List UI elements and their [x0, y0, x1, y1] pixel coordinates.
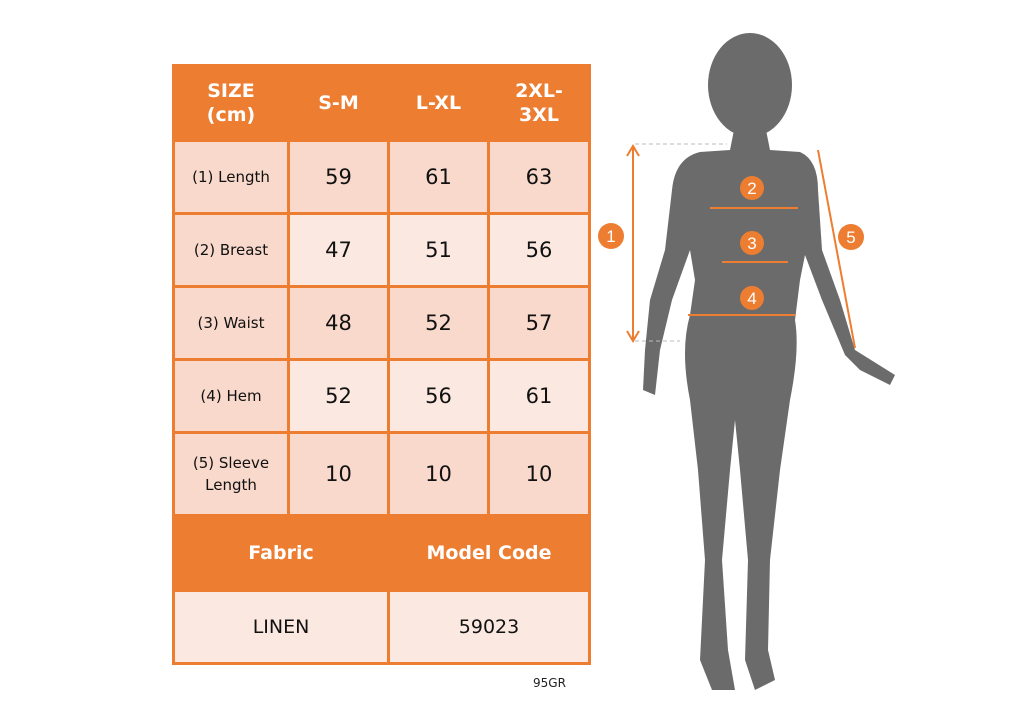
measurement-lines: [626, 144, 856, 349]
cell: 10: [387, 431, 490, 517]
marker-badges: [598, 176, 864, 310]
footer-value-row: LINEN 59023: [172, 589, 591, 665]
row-label: (5) Sleeve Length: [172, 431, 290, 517]
marker-4: 4: [747, 289, 756, 308]
cell: 61: [387, 139, 490, 215]
row-label: (1) Length: [172, 139, 290, 215]
cell: 47: [287, 212, 390, 288]
row-label: (3) Waist: [172, 285, 290, 361]
fabric-value: LINEN: [172, 589, 390, 665]
body-silhouette-figure: 1 2 3 4 5: [598, 33, 895, 690]
cell: 61: [487, 358, 591, 434]
marker-3: 3: [747, 234, 756, 253]
product-code: 95GR: [533, 676, 566, 690]
row-label: (2) Breast: [172, 212, 290, 288]
cell: 57: [487, 285, 591, 361]
marker-2: 2: [747, 179, 756, 198]
table-row: (5) Sleeve Length 10 10 10: [172, 431, 591, 517]
cell: 51: [387, 212, 490, 288]
model-code-header: Model Code: [387, 514, 591, 592]
cell: 56: [387, 358, 490, 434]
header-size: SIZE (cm): [172, 64, 290, 142]
fabric-header: Fabric: [172, 514, 390, 592]
guide-lines: [635, 143, 727, 342]
table-row: (1) Length 59 61 63: [172, 139, 591, 215]
silhouette-icon: [643, 33, 895, 690]
header-l-xl: L-XL: [387, 64, 490, 142]
cell: 59: [287, 139, 390, 215]
table-row: (3) Waist 48 52 57: [172, 285, 591, 361]
marker-5: 5: [846, 228, 855, 247]
header-row: SIZE (cm) S-M L-XL 2XL- 3XL: [172, 64, 591, 142]
header-2xl-3xl: 2XL- 3XL: [487, 64, 591, 142]
row-label: (4) Hem: [172, 358, 290, 434]
cell: 63: [487, 139, 591, 215]
header-s-m: S-M: [287, 64, 390, 142]
marker-1: 1: [606, 227, 615, 246]
cell: 56: [487, 212, 591, 288]
size-chart-table: SIZE (cm) S-M L-XL 2XL- 3XL (1) Length 5…: [172, 64, 591, 665]
cell: 10: [487, 431, 591, 517]
cell: 52: [287, 358, 390, 434]
table-row: (4) Hem 52 56 61: [172, 358, 591, 434]
model-code-value: 59023: [387, 589, 591, 665]
cell: 10: [287, 431, 390, 517]
cell: 52: [387, 285, 490, 361]
table-row: (2) Breast 47 51 56: [172, 212, 591, 288]
footer-header-row: Fabric Model Code: [172, 514, 591, 592]
cell: 48: [287, 285, 390, 361]
